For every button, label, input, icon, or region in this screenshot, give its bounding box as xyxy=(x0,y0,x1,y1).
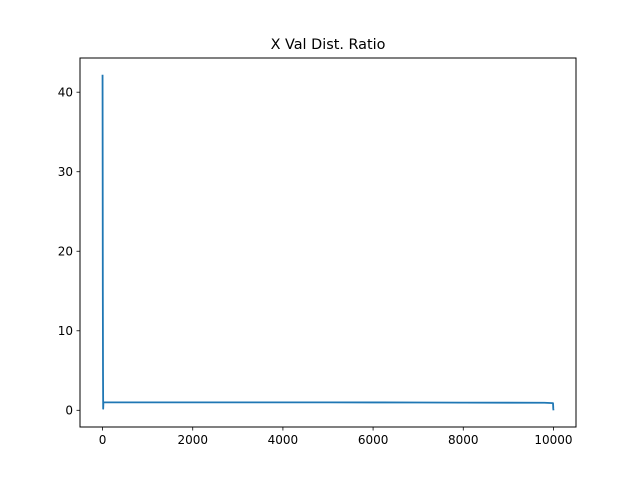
y-tick-label: 0 xyxy=(65,404,73,418)
chart-title: X Val Dist. Ratio xyxy=(271,37,386,53)
y-tick-label: 20 xyxy=(58,245,73,259)
x-tick-label: 6000 xyxy=(358,433,389,447)
y-tick-label: 30 xyxy=(58,165,73,179)
x-tick-label: 0 xyxy=(99,433,107,447)
x-tick-label: 8000 xyxy=(448,433,479,447)
y-tick-label: 40 xyxy=(58,85,73,99)
x-tick-label: 10000 xyxy=(534,433,572,447)
series-line xyxy=(101,74,555,411)
x-tick-label: 4000 xyxy=(268,433,299,447)
x-tick-label: 2000 xyxy=(177,433,208,447)
plot-area xyxy=(80,58,576,427)
axes-frame xyxy=(79,57,577,428)
y-tick-label: 10 xyxy=(58,324,73,338)
